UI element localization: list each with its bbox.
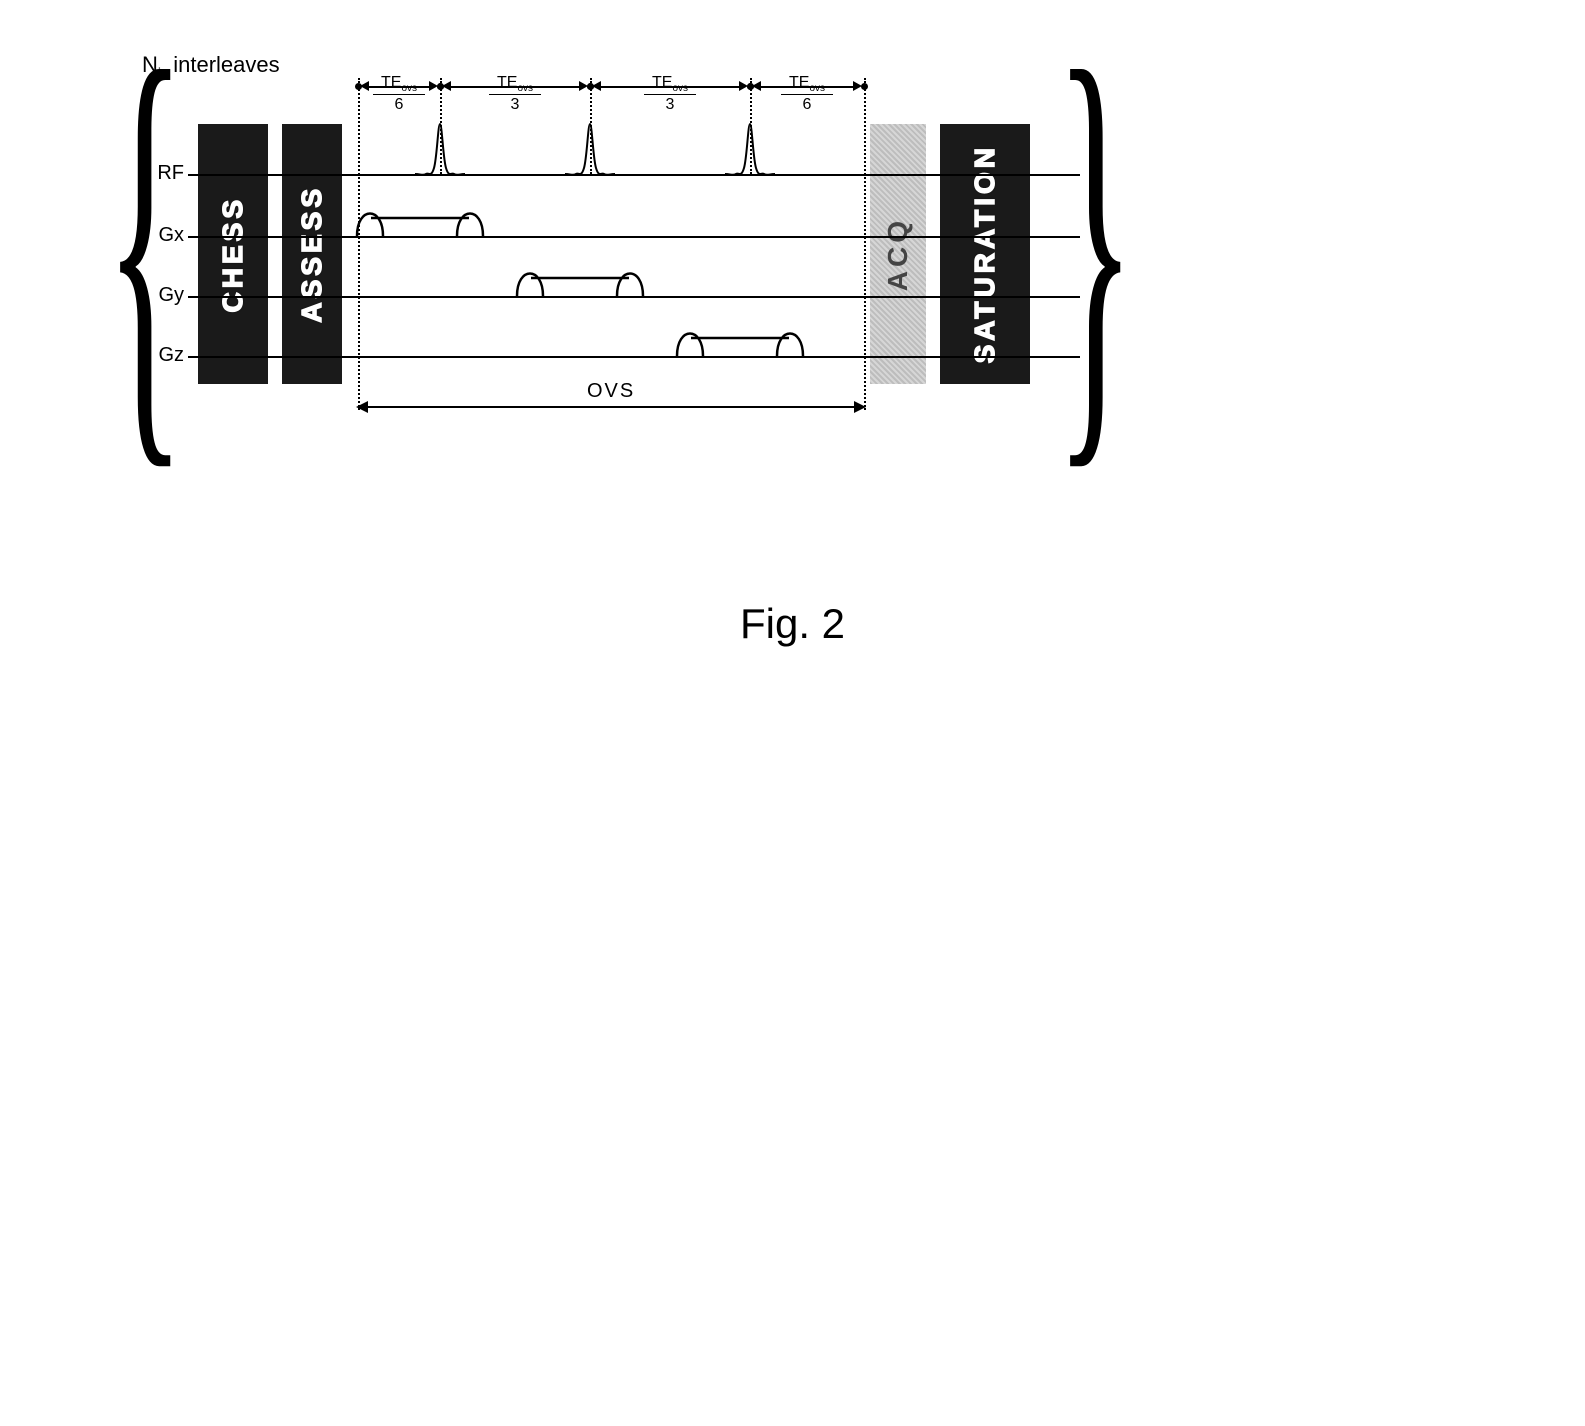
te-arrowhead: [853, 81, 862, 91]
te-fraction-label: TEovs6: [781, 74, 833, 114]
timing-divider: [750, 78, 752, 174]
rf-pulse: [415, 118, 455, 178]
assess-block: ASSESS: [282, 124, 342, 384]
interleaves-label: Ni interleaves: [142, 52, 280, 80]
gz-baseline: [188, 356, 1080, 358]
te-span-line: [756, 86, 858, 88]
gy-row-label: Gy: [144, 284, 184, 307]
rf-baseline: [188, 174, 1080, 176]
te-span-endpoint: [861, 83, 868, 90]
te-span-line: [364, 86, 434, 88]
te-arrowhead: [752, 81, 761, 91]
ovs-span-arrow: [358, 406, 864, 408]
acq-block-label: ACQ: [882, 217, 914, 291]
timing-divider: [590, 78, 592, 174]
timing-divider: [358, 78, 360, 410]
te-arrowhead: [442, 81, 451, 91]
te-arrowhead: [592, 81, 601, 91]
saturation-block-label: SATURATION: [969, 144, 1001, 363]
chess-block-label: CHESS: [217, 196, 249, 312]
te-span-line: [596, 86, 744, 88]
rf-pulse: [725, 118, 765, 178]
te-fraction-label: TEovs3: [644, 74, 696, 114]
rf-pulse: [565, 118, 605, 178]
figure-wrap: { } Ni interleaves CHESS ASSESS ACQ SATU…: [90, 40, 1150, 460]
gx-baseline: [188, 236, 1080, 238]
gz-row-label: Gz: [144, 344, 184, 367]
figure-caption: Fig. 2: [0, 600, 1585, 648]
te-fraction-label: TEovs3: [489, 74, 541, 114]
acq-block: ACQ: [870, 124, 926, 384]
rf-row-label: RF: [144, 162, 184, 185]
pulse-sequence-diagram: CHESS ASSESS ACQ SATURATION RF Gx Gy Gz: [140, 96, 1100, 436]
te-arrowhead: [360, 81, 369, 91]
assess-block-label: ASSESS: [296, 185, 328, 323]
timing-divider: [440, 78, 442, 174]
timing-divider: [864, 78, 866, 410]
gy-gradient-lobe: [515, 256, 645, 296]
gx-row-label: Gx: [144, 224, 184, 247]
te-fraction-label: TEovs6: [373, 74, 425, 114]
saturation-block: SATURATION: [940, 124, 1030, 384]
te-span-line: [446, 86, 584, 88]
chess-block: CHESS: [198, 124, 268, 384]
gx-gradient-lobe: [355, 196, 485, 236]
gz-gradient-lobe: [675, 316, 805, 356]
ovs-label: OVS: [587, 380, 635, 403]
